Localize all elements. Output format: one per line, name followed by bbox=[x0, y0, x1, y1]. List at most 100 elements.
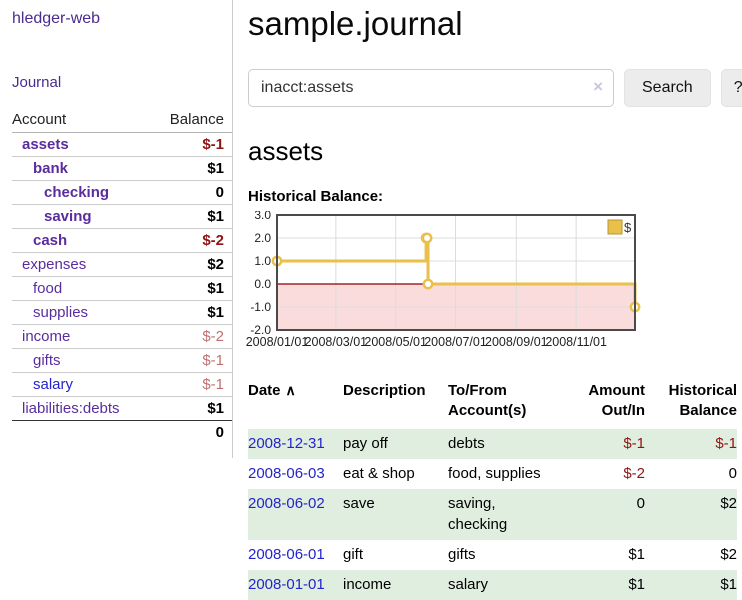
y-tick-label: 1.0 bbox=[254, 254, 271, 268]
accounts-column-balance: Balance bbox=[155, 109, 232, 133]
accounts-total: 0 bbox=[155, 420, 232, 444]
y-tick-label: 2.0 bbox=[254, 231, 271, 245]
account-row: salary $-1 bbox=[12, 372, 232, 397]
register-header-row: Date ∧ Description To/From Account(s) Amo… bbox=[248, 379, 737, 429]
amount-cell: $-1 bbox=[623, 434, 645, 452]
clear-search-icon[interactable]: × bbox=[593, 77, 603, 96]
account-balance: $1 bbox=[155, 156, 232, 181]
balance-cell: $2 bbox=[720, 494, 737, 512]
search-button[interactable]: Search bbox=[624, 69, 711, 107]
amount-cell: $-2 bbox=[623, 464, 645, 482]
account-row: checking 0 bbox=[12, 180, 232, 205]
account-link-salary[interactable]: salary bbox=[33, 376, 74, 393]
brand-link[interactable]: hledger-web bbox=[12, 10, 101, 27]
x-tick-label: 2008/01/01 bbox=[246, 335, 309, 349]
chart-title: Historical Balance: bbox=[248, 188, 384, 205]
historical-balance-chart: 3.0 2.0 1.0 0.0 -1.0 -2.0 2008/01/01 2008/03/01… bbox=[243, 208, 742, 360]
table-row: 2008-12-31 pay off debts $-1 $-1 bbox=[248, 428, 737, 459]
column-date[interactable]: Date ∧ bbox=[248, 382, 296, 399]
account-balance: $-2 bbox=[155, 324, 232, 349]
account-row: expenses $2 bbox=[12, 252, 232, 277]
description-cell: eat & shop bbox=[343, 464, 415, 482]
account-balance: $1 bbox=[155, 276, 232, 301]
tofrom-cell: food, supplies bbox=[448, 464, 541, 482]
y-tick-label: -1.0 bbox=[250, 300, 271, 314]
account-row: income $-2 bbox=[12, 324, 232, 349]
accounts-header-row: Account Balance bbox=[12, 109, 232, 133]
account-row: cash $-2 bbox=[12, 228, 232, 253]
amount-cell: $1 bbox=[628, 575, 645, 593]
sort-asc-icon: ∧ bbox=[285, 382, 296, 398]
balance-chart-svg: 3.0 2.0 1.0 0.0 -1.0 -2.02008/01/012008/03/01… bbox=[246, 208, 641, 349]
legend-label: $ bbox=[624, 220, 632, 235]
account-balance: $-1 bbox=[155, 348, 232, 373]
account-row: assets $-1 bbox=[12, 133, 232, 157]
data-point bbox=[421, 232, 433, 244]
date-link[interactable]: 2008-06-02 bbox=[248, 494, 325, 512]
account-row: liabilities:debts $1 bbox=[12, 396, 232, 421]
balance-cell: $2 bbox=[720, 545, 737, 563]
column-amount: Amount Out/In bbox=[588, 382, 645, 420]
plot-border bbox=[276, 214, 636, 331]
account-row: food $1 bbox=[12, 276, 232, 301]
date-link[interactable]: 2008-06-01 bbox=[248, 545, 325, 563]
account-balance: $2 bbox=[155, 252, 232, 277]
date-link[interactable]: 2008-12-31 bbox=[248, 434, 325, 452]
accounts-column-account: Account bbox=[12, 109, 155, 133]
account-balance: $1 bbox=[155, 300, 232, 325]
table-row: 2008-06-01 gift gifts $1 $2 bbox=[248, 540, 737, 570]
search-form: × Search ? bbox=[248, 69, 742, 107]
description-cell: pay off bbox=[343, 434, 388, 452]
account-link-income[interactable]: income bbox=[22, 328, 71, 345]
account-link-supplies[interactable]: supplies bbox=[33, 304, 89, 321]
search-input[interactable] bbox=[248, 69, 614, 107]
account-balance: $-2 bbox=[155, 228, 232, 253]
tofrom-cell: gifts bbox=[448, 545, 476, 563]
account-link-assets[interactable]: assets bbox=[22, 136, 69, 153]
description-cell: gift bbox=[343, 545, 364, 563]
account-link-food[interactable]: food bbox=[33, 280, 63, 297]
register-table: Date ∧ Description To/From Account(s) Amo… bbox=[248, 379, 737, 600]
balance-cell: 0 bbox=[728, 464, 737, 482]
account-heading: assets bbox=[248, 136, 324, 166]
x-tick-label: 2008/09/01 bbox=[485, 335, 548, 349]
help-button[interactable]: ? bbox=[720, 69, 742, 107]
table-row: 2008-06-03 eat & shop food, supplies $-2… bbox=[248, 459, 737, 489]
account-row: gifts $-1 bbox=[12, 348, 232, 373]
account-row: bank $1 bbox=[12, 156, 232, 181]
balance-cell: $-1 bbox=[715, 434, 737, 452]
account-row: saving $1 bbox=[12, 204, 232, 229]
tofrom-cell: debts bbox=[448, 434, 485, 452]
column-tofrom: To/From Account(s) bbox=[448, 382, 527, 420]
column-description: Description bbox=[343, 382, 426, 399]
sidebar: hledger-web Journal Account Balance asse… bbox=[0, 0, 233, 458]
data-point bbox=[422, 278, 434, 290]
description-cell: income bbox=[343, 575, 392, 593]
description-cell: save bbox=[343, 494, 375, 512]
table-row: 2008-01-01 income salary $1 $1 bbox=[248, 569, 737, 600]
account-balance: 0 bbox=[155, 180, 232, 205]
account-link-liabilities-debts[interactable]: liabilities:debts bbox=[22, 400, 120, 417]
x-tick-label: 2008/05/01 bbox=[364, 335, 427, 349]
account-balance: $-1 bbox=[155, 372, 232, 397]
tofrom-cell: saving, checking bbox=[448, 494, 508, 533]
accounts-total-row: 0 bbox=[12, 420, 232, 444]
x-tick-label: 2008/07/01 bbox=[424, 335, 487, 349]
tofrom-cell: salary bbox=[448, 575, 489, 593]
table-row: 2008-06-02 save saving, checking 0 $2 bbox=[248, 488, 737, 540]
account-link-gifts[interactable]: gifts bbox=[33, 352, 61, 369]
x-tick-label: 2008/03/01 bbox=[305, 335, 368, 349]
account-link-saving[interactable]: saving bbox=[44, 208, 92, 225]
legend-swatch bbox=[607, 219, 623, 235]
account-balance: $1 bbox=[155, 204, 232, 229]
account-link-expenses[interactable]: expenses bbox=[22, 256, 87, 273]
date-link[interactable]: 2008-06-03 bbox=[248, 464, 325, 482]
column-balance: Historical Balance bbox=[668, 382, 737, 420]
account-link-bank[interactable]: bank bbox=[33, 160, 69, 177]
date-link[interactable]: 2008-01-01 bbox=[248, 575, 325, 593]
sidebar-item-journal[interactable]: Journal bbox=[12, 74, 62, 91]
account-link-cash[interactable]: cash bbox=[33, 232, 68, 249]
main-content: sample.journal × Search ? assets Histori… bbox=[233, 0, 742, 600]
account-link-checking[interactable]: checking bbox=[44, 184, 110, 201]
